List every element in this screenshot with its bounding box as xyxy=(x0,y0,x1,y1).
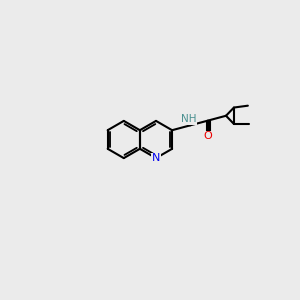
Text: O: O xyxy=(204,131,212,141)
Text: N: N xyxy=(152,153,160,163)
Text: NH: NH xyxy=(181,114,196,124)
